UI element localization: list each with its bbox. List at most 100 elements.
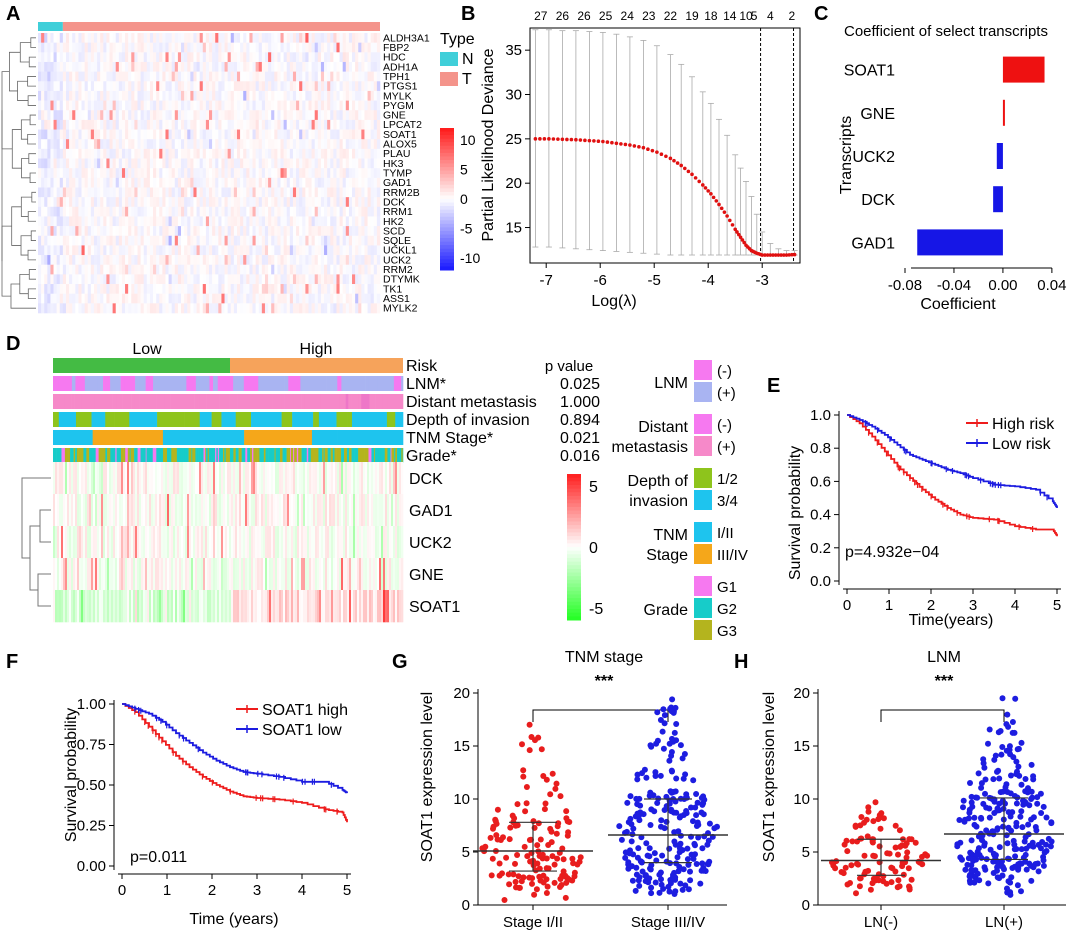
d-heatmap-cell <box>53 462 56 495</box>
d-heatmap-cell <box>59 526 62 559</box>
d-heatmap-cell <box>67 462 70 495</box>
a-heatmap-cell <box>283 33 288 43</box>
d-heatmap-cell <box>85 462 88 495</box>
a-heatmap-cell <box>134 245 138 256</box>
d-heatmap-cell <box>109 494 112 527</box>
a-heatmap-cell <box>187 81 191 92</box>
d-annotation-cell <box>381 448 386 463</box>
a-heatmap-cell <box>199 206 204 217</box>
a-heatmap-cell <box>75 255 79 266</box>
d-heatmap-cell <box>261 526 264 559</box>
a-heatmap-cell <box>224 81 228 92</box>
d-annotation-cell <box>125 448 129 463</box>
a-heatmap-cell <box>134 293 138 304</box>
d-heatmap-cell <box>179 462 182 495</box>
a-heatmap-cell <box>137 245 141 256</box>
a-heatmap-cell <box>230 52 235 63</box>
a-heatmap-cell <box>171 119 176 130</box>
a-heatmap-cell <box>202 42 207 53</box>
d-annotation-cell <box>339 394 346 409</box>
d-annotation-cell <box>180 448 184 463</box>
a-heatmap-cell <box>87 284 92 294</box>
a-heatmap-cell <box>264 129 269 140</box>
a-heatmap-cell <box>187 42 191 53</box>
a-heatmap-cell <box>187 90 191 101</box>
d-heatmap-cell <box>161 526 164 559</box>
a-heatmap-cell <box>233 33 238 43</box>
d-annotation-cell <box>163 448 167 463</box>
a-heatmap-cell <box>355 245 359 256</box>
a-heatmap-cell <box>292 110 297 121</box>
a-heatmap-cell <box>90 158 95 169</box>
a-heatmap-cell <box>134 139 138 150</box>
a-heatmap-cell <box>348 129 353 140</box>
a-heatmap-cell <box>156 90 160 101</box>
d-heatmap-cell <box>351 590 354 623</box>
d-heatmap-cell <box>109 590 112 623</box>
a-heatmap-cell <box>75 206 79 217</box>
d-annotation-cell <box>344 448 348 463</box>
a-heatmap-cell <box>199 129 204 140</box>
a-heatmap-cell <box>69 110 73 121</box>
a-heatmap-cell <box>305 42 309 53</box>
a-heatmap-cell <box>100 148 104 159</box>
a-heatmap-cell <box>339 110 343 121</box>
a-heatmap-cell <box>227 168 232 179</box>
d-annotation-cell <box>365 376 370 391</box>
a-legend-swatch-t <box>440 72 458 86</box>
a-heatmap-cell <box>171 110 176 121</box>
d-heatmap-cell <box>121 558 124 591</box>
d-heatmap-cell <box>391 462 394 495</box>
a-heatmap-cell <box>271 42 275 53</box>
d-heatmap-cell <box>243 494 246 527</box>
a-heatmap-cell <box>361 90 365 101</box>
a-heatmap-cell <box>190 264 194 275</box>
a-heatmap-cell <box>112 148 117 159</box>
d-heatmap-cell <box>221 558 224 591</box>
a-heatmap-cell <box>264 187 269 198</box>
a-heatmap-cell <box>367 226 371 237</box>
e-plot-x-tick-label: 3 <box>969 597 977 614</box>
a-heatmap-cell <box>205 42 210 53</box>
a-heatmap-cell <box>264 61 269 72</box>
a-heatmap-cell <box>376 129 381 140</box>
a-heatmap-cell <box>38 255 42 266</box>
a-heatmap-cell <box>258 129 263 140</box>
a-heatmap-cell <box>327 52 331 63</box>
a-scale-step <box>440 138 454 143</box>
a-heatmap-cell <box>65 177 70 188</box>
a-heatmap-cell <box>168 148 172 159</box>
a-heatmap-cell <box>348 61 353 72</box>
a-heatmap-cell <box>348 33 353 43</box>
panel-f-km-soat1: 0 1 2 3 4 50.000.250.500.751.00 SOAT1 highSOAT… <box>63 696 351 928</box>
a-heatmap-cell <box>190 119 194 130</box>
a-heatmap-cell <box>336 71 340 82</box>
a-heatmap-cell <box>224 206 228 217</box>
d-heatmap-cell <box>159 590 162 623</box>
d-heatmap-cell <box>277 462 280 495</box>
a-heatmap-cell <box>56 81 61 92</box>
a-heatmap-cell <box>103 129 107 140</box>
a-heatmap-cell <box>370 245 375 256</box>
b-y-tick-label: 30 <box>505 87 522 104</box>
a-heatmap-cell <box>134 71 138 82</box>
a-heatmap-cell <box>137 139 141 150</box>
d-heatmap-cell <box>119 526 122 559</box>
a-heatmap-cell <box>327 303 331 314</box>
d-heatmap-cell <box>281 494 284 527</box>
d-heatmap-cell <box>73 462 76 495</box>
a-heatmap-cell <box>38 42 42 53</box>
a-heatmap-cell <box>121 90 126 101</box>
a-heatmap-cell <box>299 100 303 111</box>
a-heatmap-cell <box>252 52 256 63</box>
a-heatmap-cell <box>283 71 288 82</box>
a-heatmap-cell <box>125 245 129 256</box>
a-heatmap-cell <box>218 139 222 150</box>
a-heatmap-cell <box>121 255 126 266</box>
a-heatmap-cell <box>271 110 275 121</box>
a-heatmap-cell <box>149 274 154 285</box>
a-heatmap-cell <box>109 255 113 266</box>
a-heatmap-cell <box>289 235 294 246</box>
d-heatmap-cell <box>311 590 314 623</box>
a-heatmap-cell <box>81 42 85 53</box>
